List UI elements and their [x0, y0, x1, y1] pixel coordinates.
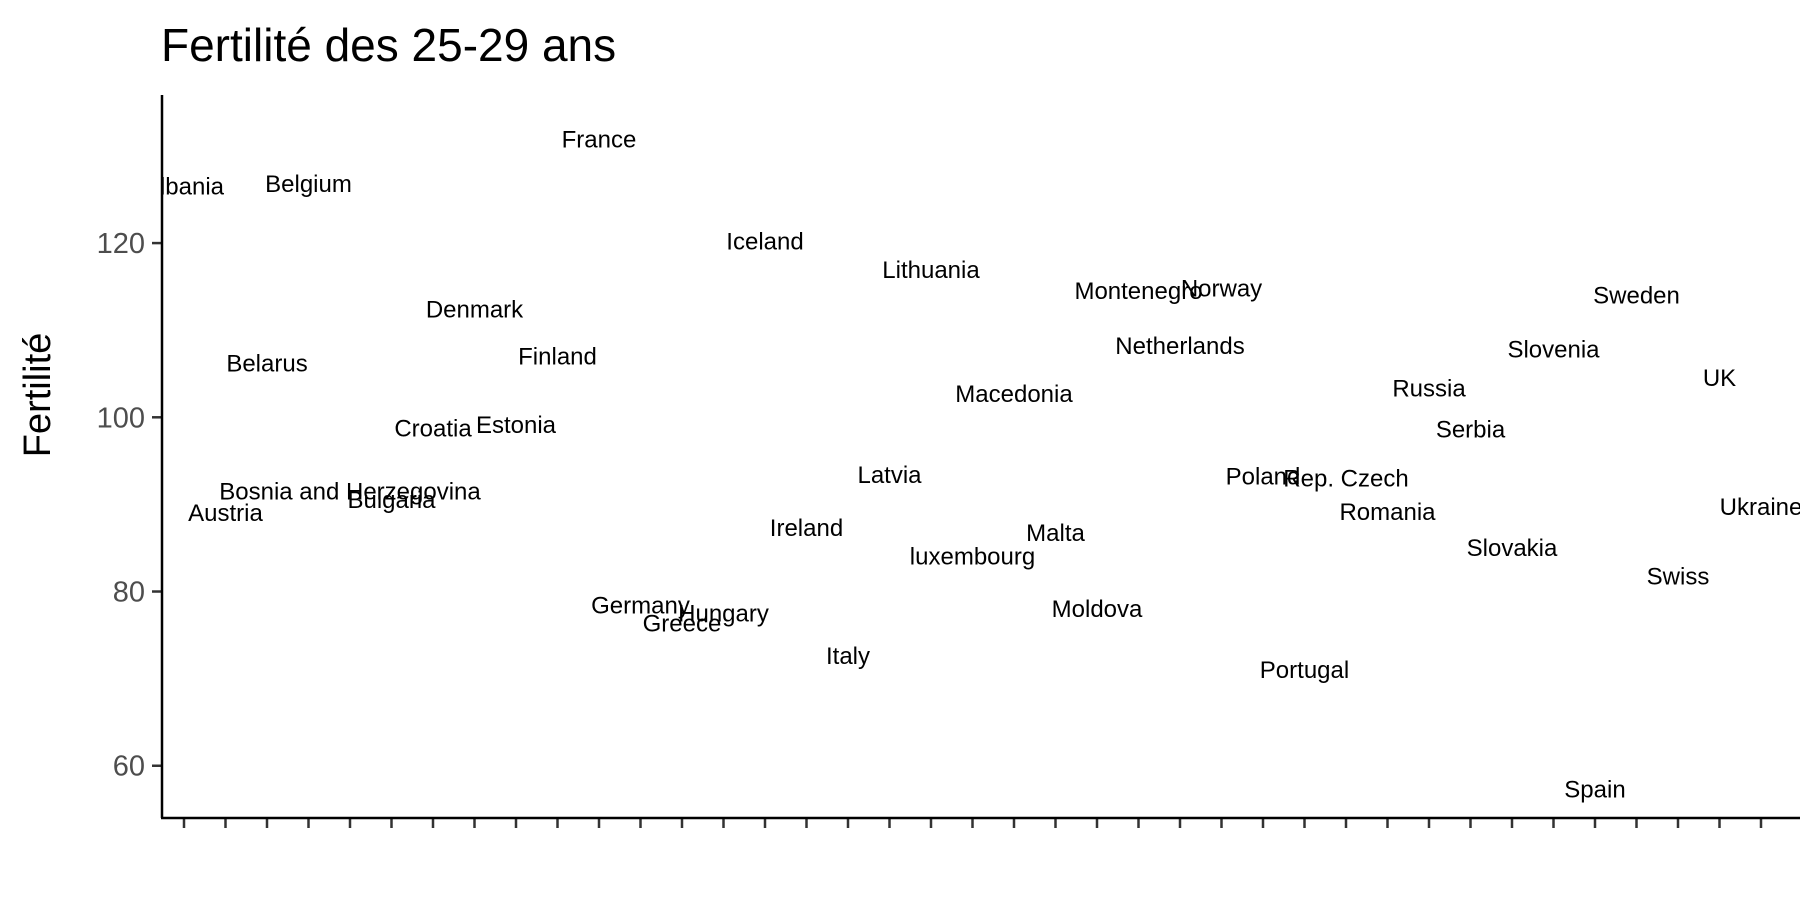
point-label: Sweden [1593, 282, 1680, 309]
point-label: Ireland [770, 515, 843, 542]
point-label: Poland [1226, 464, 1301, 491]
point-label: Iceland [726, 228, 803, 255]
point-label: Malta [1026, 520, 1085, 547]
point-label: Lithuania [882, 257, 980, 284]
point-label: Belarus [226, 350, 307, 377]
point-label: Denmark [426, 296, 524, 323]
point-label: Spain [1564, 776, 1625, 803]
chart-title: Fertilité des 25-29 ans [161, 19, 616, 71]
point-label: Germany [591, 592, 690, 619]
point-label: Latvia [857, 462, 922, 489]
y-tick-label: 100 [97, 402, 145, 434]
point-labels: Albania Austria Belarus Belgium Bosnia and H… [144, 126, 1800, 803]
point-label: Romania [1339, 499, 1436, 526]
point-label: Swiss [1647, 564, 1710, 591]
point-label: Serbia [1436, 416, 1506, 443]
y-tick-label: 60 [113, 751, 145, 783]
point-label: Russia [1392, 376, 1466, 403]
point-label: Slovakia [1467, 535, 1558, 562]
point-label: Austria [188, 500, 263, 527]
point-label: Montenegro [1074, 278, 1202, 305]
point-label: UK [1703, 365, 1736, 392]
point-label: Italy [826, 643, 870, 670]
point-label: Albania [144, 173, 225, 200]
point-label: Moldova [1052, 596, 1143, 623]
y-tick-label: 80 [113, 577, 145, 609]
y-tick-label: 120 [97, 228, 145, 260]
point-label: Finland [518, 343, 597, 370]
point-label: Greece [643, 611, 722, 638]
point-label: Slovenia [1507, 336, 1600, 363]
point-label: luxembourg [910, 544, 1035, 571]
point-label: Belgium [265, 171, 352, 198]
point-label: Bosnia and Herzegovina [219, 478, 481, 505]
point-label: Bulgaria [347, 487, 436, 514]
y-axis-ticks: 60 80 100 120 [97, 228, 162, 783]
point-label: Hungary [678, 600, 769, 627]
point-label: Croatia [394, 416, 472, 443]
point-label: Macedonia [955, 381, 1073, 408]
x-axis-ticks [182, 818, 1763, 828]
point-label: Ukraine [1720, 494, 1800, 521]
point-label: Netherlands [1115, 333, 1244, 360]
y-axis-label: Fertilité [17, 333, 59, 458]
point-label: Estonia [476, 412, 557, 439]
point-label: France [562, 126, 637, 153]
point-label: Norway [1181, 275, 1262, 302]
point-label: Portugal [1260, 657, 1349, 684]
point-label: Rep. Czech [1283, 465, 1408, 492]
